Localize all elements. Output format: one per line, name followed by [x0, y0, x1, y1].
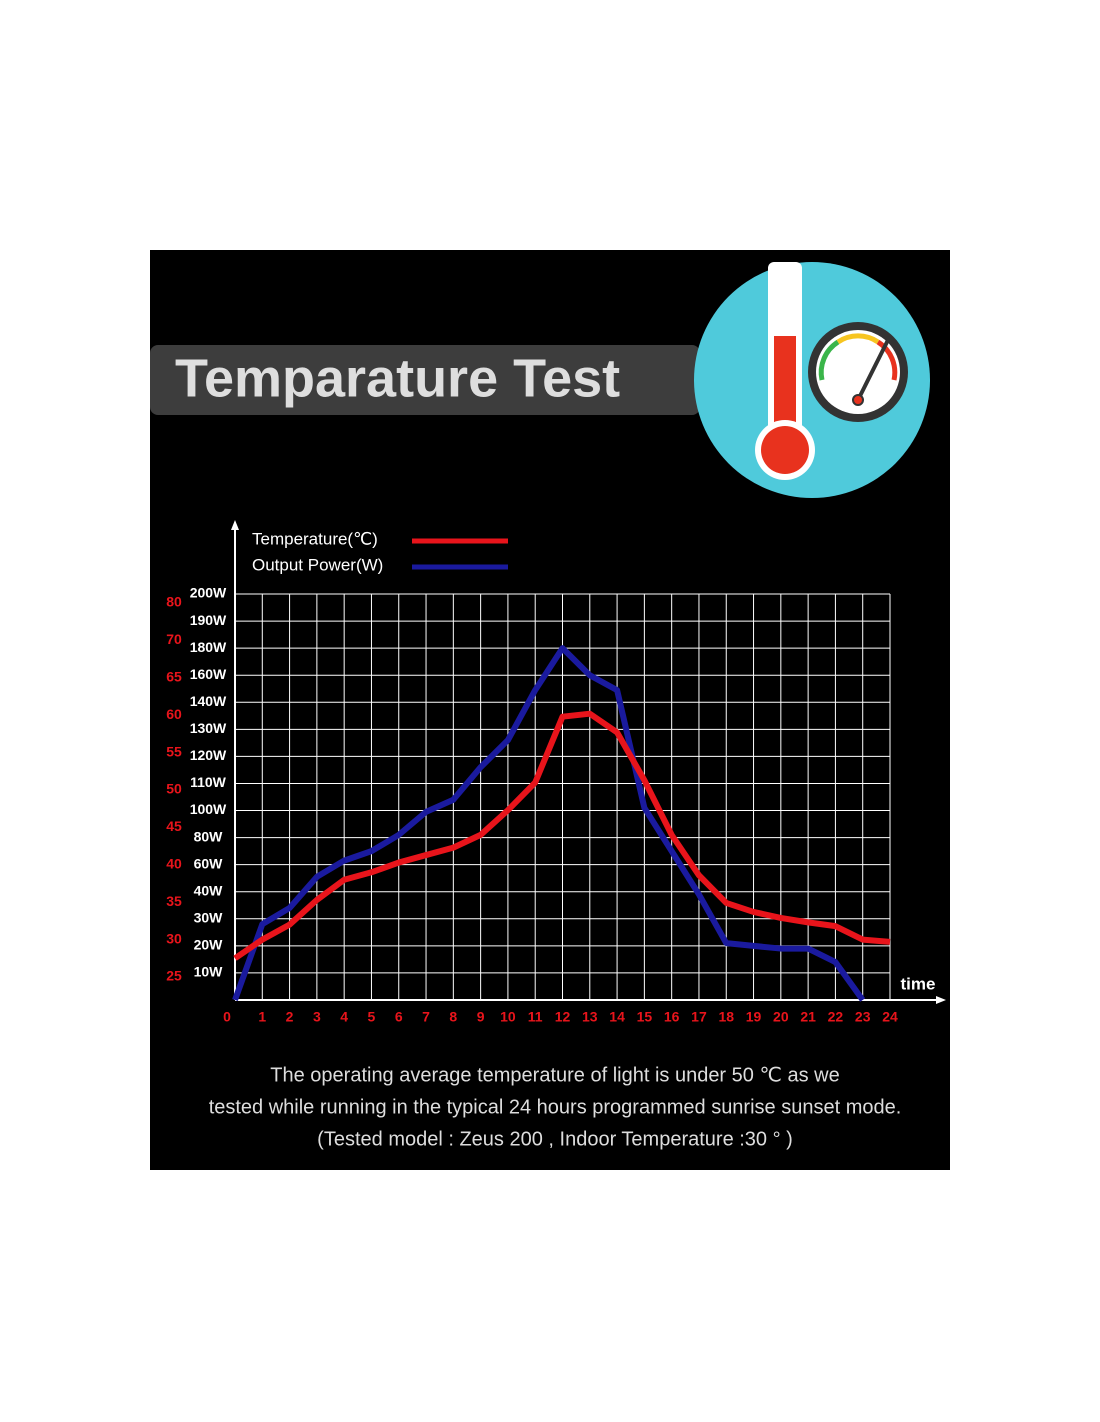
- y-tick-label: 190W: [190, 612, 227, 628]
- x-tick-label: 12: [555, 1009, 571, 1025]
- series-line: [233, 710, 891, 961]
- y2-tick-label: 25: [166, 968, 182, 984]
- series-line: [232, 645, 866, 1002]
- x-tick-label: 24: [882, 1009, 898, 1025]
- x-axis-label: time: [901, 974, 936, 993]
- x-tick-label: 7: [422, 1009, 430, 1025]
- x-tick-label: 23: [855, 1009, 871, 1025]
- x-tick-label: 21: [800, 1009, 816, 1025]
- y-tick-label: 160W: [190, 666, 227, 682]
- thermometer-icon: [694, 262, 930, 498]
- x-tick-label: 8: [449, 1009, 457, 1025]
- x-tick-label: 22: [828, 1009, 844, 1025]
- y2-tick-label: 70: [166, 631, 182, 647]
- x-tick-label: 6: [395, 1009, 403, 1025]
- legend-label: Temperature(℃): [252, 529, 378, 548]
- y-tick-label: 120W: [190, 747, 227, 763]
- y-axis-arrow: [231, 520, 239, 530]
- y2-tick-label: 40: [166, 856, 182, 872]
- x-tick-label: 1: [258, 1009, 266, 1025]
- y-tick-label: 110W: [190, 774, 227, 790]
- x-tick-label: 9: [477, 1009, 485, 1025]
- chart-title: Temparature Test: [175, 348, 620, 408]
- x-tick-label: 2: [286, 1009, 294, 1025]
- x-tick-label: 13: [582, 1009, 598, 1025]
- y2-tick-label: 65: [166, 669, 182, 685]
- caption: The operating average temperature of lig…: [270, 1064, 839, 1086]
- y-tick-label: 40W: [194, 882, 224, 898]
- x-tick-label: 16: [664, 1009, 680, 1025]
- x-tick-label: 0: [223, 1009, 231, 1025]
- x-tick-label: 10: [500, 1009, 516, 1025]
- x-tick-label: 15: [637, 1009, 653, 1025]
- y-tick-label: 10W: [194, 964, 224, 980]
- y2-tick-label: 55: [166, 743, 182, 759]
- title-band: [150, 345, 700, 415]
- x-tick-label: 4: [340, 1009, 348, 1025]
- y2-tick-label: 35: [166, 893, 182, 909]
- y-tick-label: 20W: [194, 937, 224, 953]
- y-tick-label: 60W: [194, 855, 224, 871]
- x-tick-label: 5: [368, 1009, 376, 1025]
- x-tick-label: 19: [746, 1009, 762, 1025]
- x-tick-label: 3: [313, 1009, 321, 1025]
- x-tick-label: 14: [609, 1009, 625, 1025]
- x-tick-label: 20: [773, 1009, 789, 1025]
- y-tick-label: 100W: [190, 801, 227, 817]
- x-tick-label: 11: [528, 1009, 543, 1025]
- y-tick-label: 80W: [194, 828, 224, 844]
- y-tick-label: 200W: [190, 585, 227, 601]
- y-tick-label: 180W: [190, 639, 227, 655]
- y2-tick-label: 50: [166, 781, 182, 797]
- x-tick-label: 18: [718, 1009, 734, 1025]
- y-tick-label: 140W: [190, 693, 227, 709]
- y2-tick-label: 45: [166, 818, 182, 834]
- y2-tick-label: 30: [166, 930, 182, 946]
- y-tick-label: 130W: [190, 720, 227, 736]
- y2-tick-label: 80: [166, 594, 182, 610]
- legend-label: Output Power(W): [252, 555, 383, 574]
- y2-tick-label: 60: [166, 706, 182, 722]
- y-tick-label: 30W: [194, 910, 224, 926]
- x-axis-arrow: [936, 996, 946, 1004]
- caption: (Tested model : Zeus 200 , Indoor Temper…: [317, 1128, 793, 1150]
- caption: tested while running in the typical 24 h…: [209, 1096, 902, 1118]
- x-tick-label: 17: [691, 1009, 707, 1025]
